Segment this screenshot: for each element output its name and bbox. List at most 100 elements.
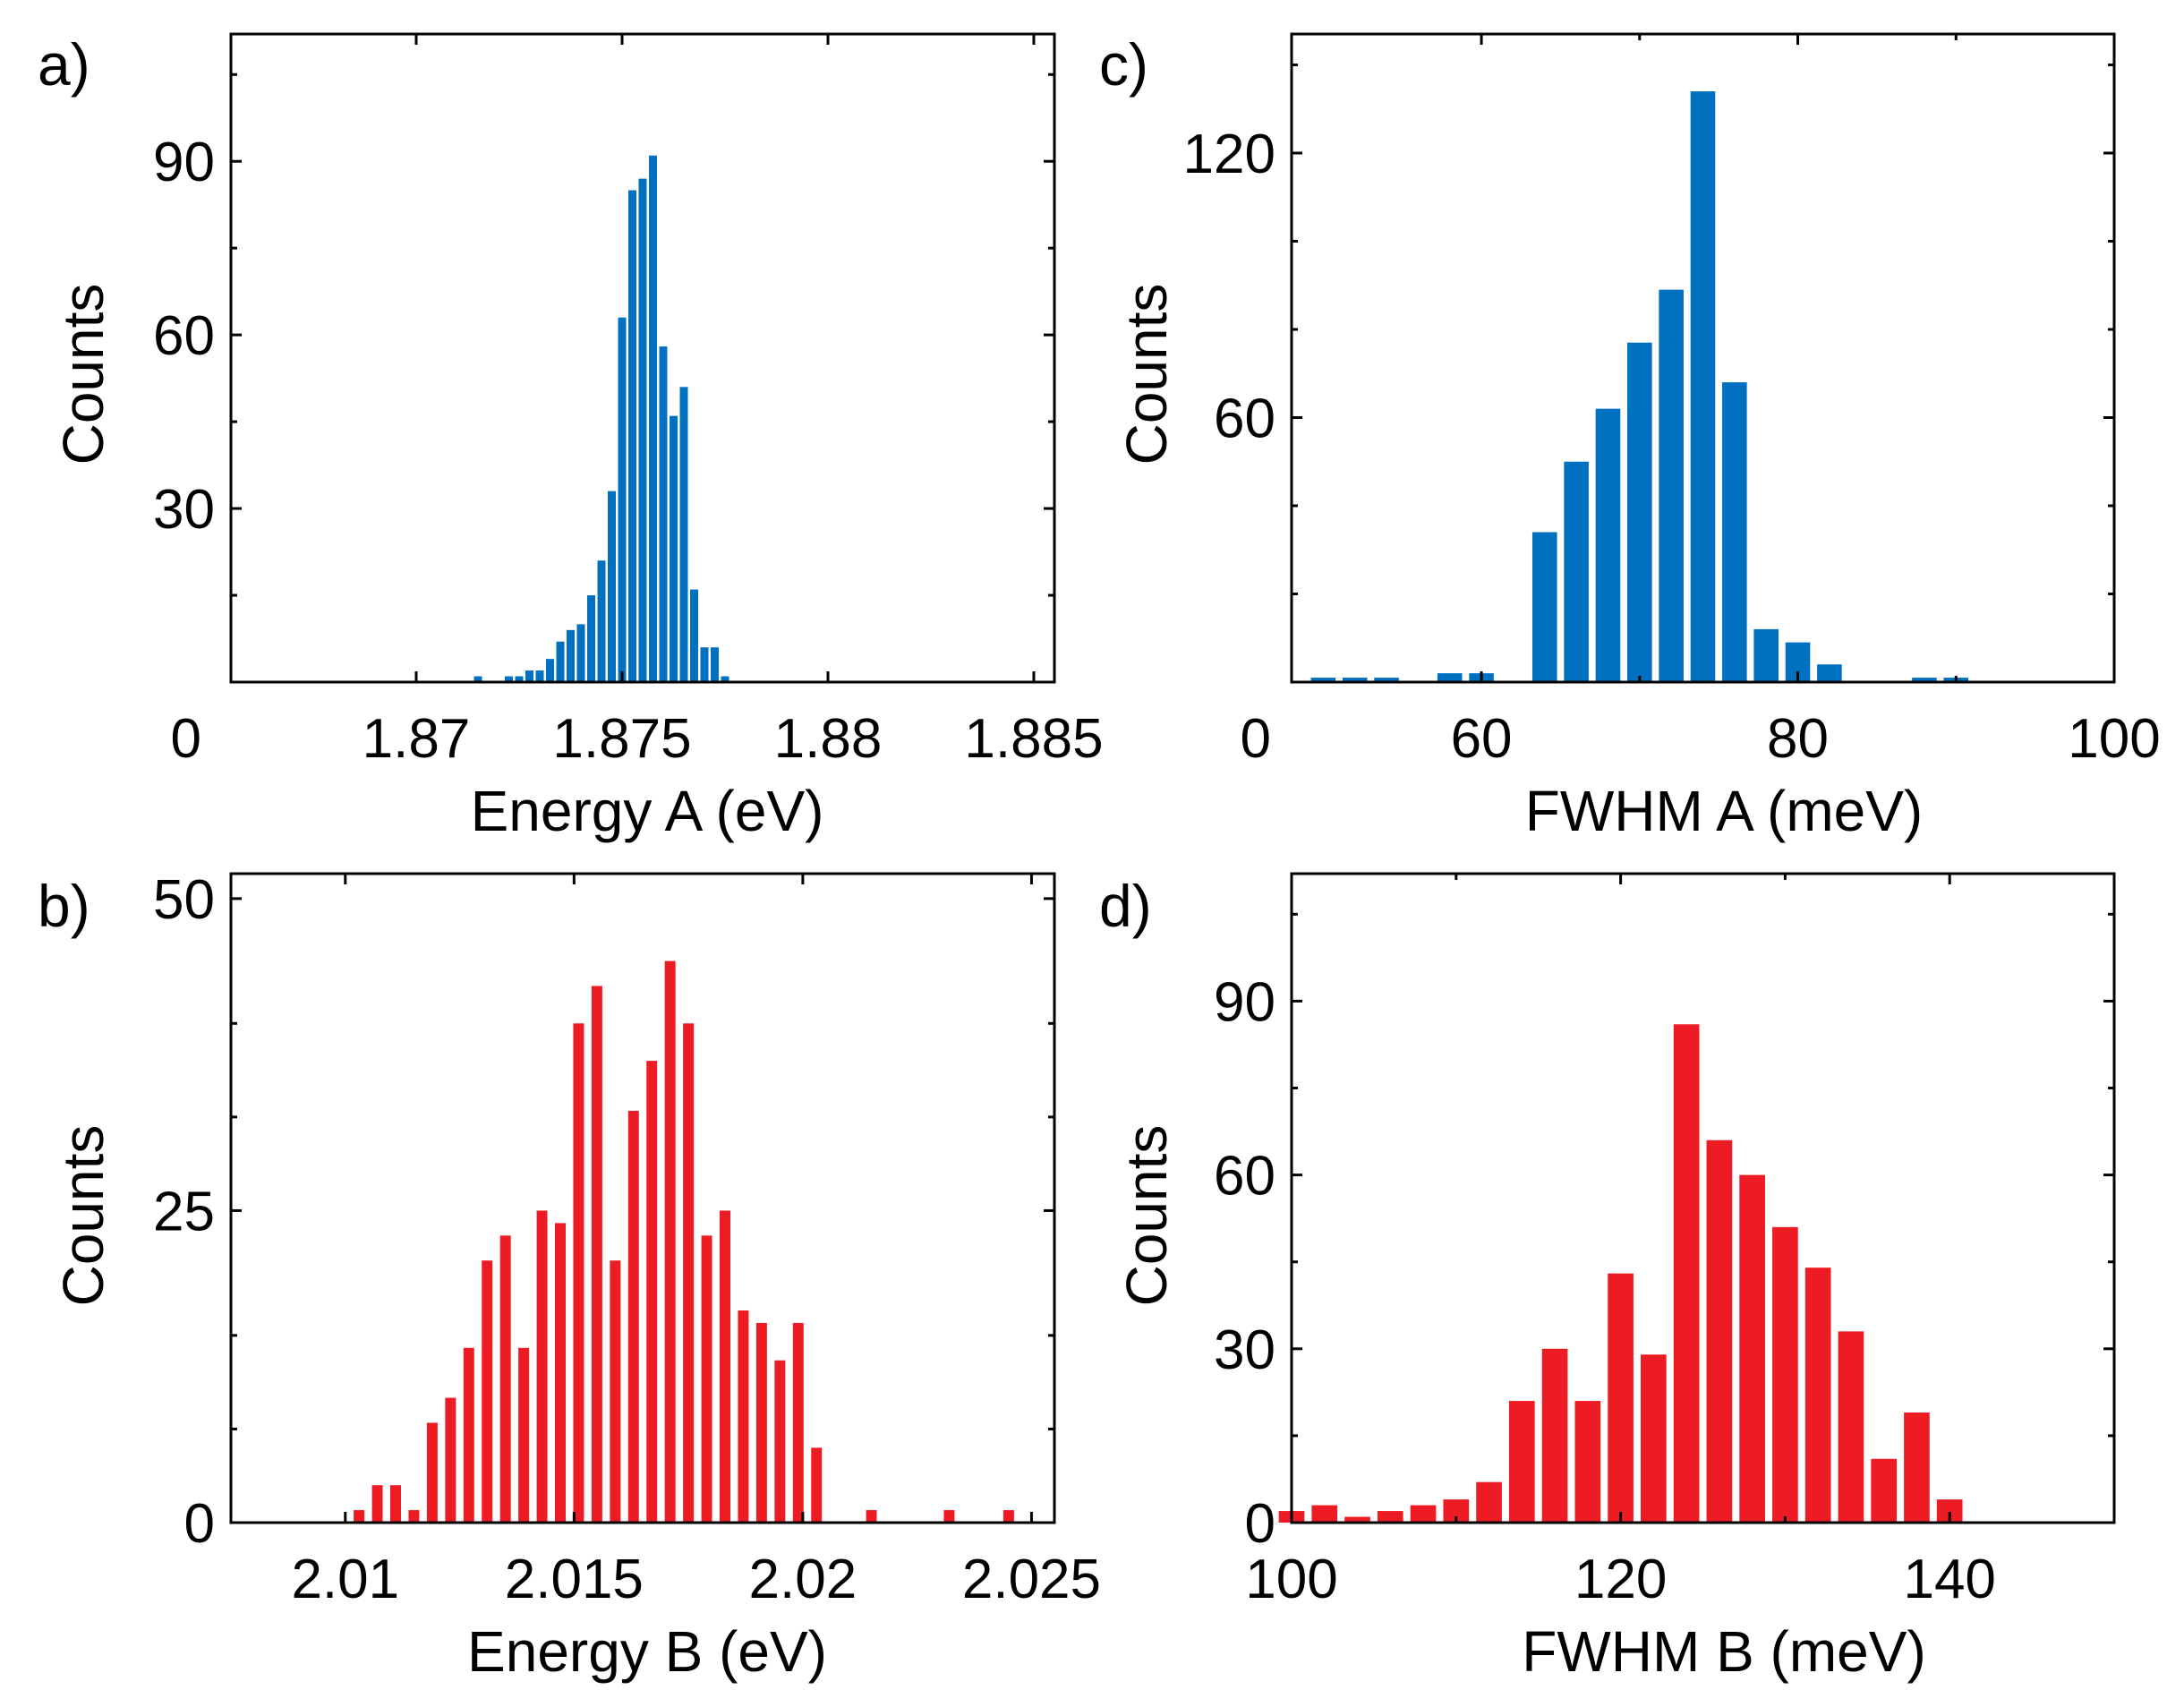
panel-d-y-tick-labels: 0 30 60 90 — [1214, 971, 1275, 1555]
panel-a-bar-13 — [628, 190, 636, 683]
panel-b-bar-6 — [463, 1347, 474, 1523]
panel-d-bar-7 — [1508, 1401, 1535, 1523]
panel-c-x-axis-label: FWHM A (meV) — [1525, 779, 1923, 843]
panel-label-b: b) — [38, 873, 90, 939]
panel-a: a) 0 Energy A (eV) Counts 1.87 1.875 1.88 1… — [38, 31, 1104, 843]
panel-b-bar-11 — [555, 1223, 566, 1523]
panel-a-origin-label: 0 — [171, 708, 201, 770]
panel-b-bar-15 — [627, 1110, 639, 1523]
panel-a-bar-20 — [700, 647, 709, 682]
panel-d: d) FWHM B (meV) Counts 100 120 140 0 30 60 90 — [1099, 872, 2116, 1684]
panel-c-bar-15 — [1912, 678, 1937, 682]
panel-c-bar-8 — [1627, 342, 1652, 682]
panel-d-bar-11 — [1641, 1354, 1667, 1523]
panel-b-bar-4 — [426, 1422, 438, 1523]
panel-a-bar-15 — [649, 155, 657, 682]
panel-d-bar-13 — [1706, 1139, 1733, 1523]
panel-d-y-axis-label: Counts — [1114, 1125, 1179, 1307]
panel-b-bar-27 — [943, 1510, 955, 1523]
panel-a-bar-22 — [721, 676, 729, 682]
panel-b-x-tick-labels: 2.01 2.015 2.02 2.025 — [291, 1549, 1101, 1610]
panel-a-y-tick-label-0: 30 — [153, 479, 215, 541]
panel-a-bars — [473, 155, 729, 683]
panel-b-bar-25 — [811, 1447, 823, 1523]
panel-d-x-tick-label-0: 100 — [1245, 1549, 1337, 1610]
panel-b-bar-19 — [701, 1235, 712, 1523]
panel-b-bar-9 — [518, 1347, 530, 1523]
panel-c-bar-6 — [1564, 461, 1589, 682]
panel-b-bar-7 — [482, 1260, 493, 1523]
panel-d-bar-9 — [1574, 1401, 1601, 1523]
panel-b-bar-12 — [573, 1023, 584, 1523]
panel-b-plot-frame — [229, 872, 1056, 1524]
panel-a-bar-0 — [473, 676, 482, 682]
panel-label-a: a) — [38, 31, 90, 98]
panel-d-x-tick-label-2: 140 — [1903, 1549, 1995, 1610]
panel-a-x-tick-labels: 1.87 1.875 1.88 1.885 — [363, 708, 1104, 770]
panel-a-y-tick-label-2: 90 — [153, 132, 215, 193]
panel-d-bar-14 — [1739, 1174, 1765, 1523]
panel-b-bar-14 — [610, 1260, 621, 1523]
panel-b-bar-2 — [390, 1485, 401, 1523]
panel-a-x-tick-label-1: 1.875 — [552, 708, 691, 770]
panel-a-y-tick-label-1: 60 — [153, 305, 215, 367]
panel-a-bar-11 — [608, 491, 616, 682]
panel-b-x-tick-label-2: 2.02 — [749, 1549, 857, 1610]
panel-a-bar-9 — [587, 595, 595, 682]
panel-d-y-tick-label-2: 60 — [1214, 1146, 1275, 1208]
panel-a-x-axis-label: Energy A (eV) — [471, 779, 824, 843]
panel-b-bar-18 — [683, 1023, 695, 1523]
panel-a-y-axis-label: Counts — [51, 284, 115, 465]
panel-c-y-tick-labels: 60 120 — [1183, 124, 1275, 450]
panel-b-x-axis-label: Energy B (eV) — [467, 1619, 827, 1684]
panel-label-c: c) — [1099, 31, 1148, 98]
panel-a-bar-16 — [659, 346, 668, 682]
panel-a-x-tick-label-3: 1.885 — [964, 708, 1103, 770]
panel-b-x-tick-label-0: 2.01 — [291, 1549, 399, 1610]
panel-c-bar-9 — [1659, 289, 1684, 682]
panel-a-bar-7 — [567, 629, 575, 682]
panel-d-y-tick-label-1: 30 — [1214, 1319, 1275, 1381]
panel-c-bar-10 — [1690, 91, 1716, 682]
panel-d-bar-19 — [1904, 1413, 1930, 1523]
panel-d-plot-frame — [1290, 872, 2116, 1524]
panel-b-bar-28 — [1002, 1510, 1014, 1523]
panel-a-bar-12 — [618, 317, 627, 682]
panel-c-x-tick-label-1: 80 — [1767, 708, 1829, 770]
panel-d-bar-16 — [1804, 1267, 1831, 1523]
panel-d-bar-15 — [1772, 1226, 1798, 1523]
panel-d-x-tick-label-1: 120 — [1574, 1549, 1667, 1610]
panel-a-x-tick-label-2: 1.88 — [774, 708, 883, 770]
panel-b-bar-8 — [499, 1235, 511, 1523]
panel-a-bar-2 — [515, 676, 524, 682]
panel-b-bar-17 — [664, 960, 676, 1523]
panel-d-bar-2 — [1344, 1516, 1370, 1523]
panel-a-bar-5 — [546, 659, 554, 682]
panel-a-bar-8 — [576, 624, 585, 682]
panel-b-y-axis-label: Counts — [51, 1125, 115, 1307]
panel-d-x-axis-label: FWHM B (meV) — [1522, 1619, 1926, 1684]
panel-c-bar-11 — [1722, 382, 1747, 682]
panel-d-y-tick-label-3: 90 — [1214, 971, 1275, 1033]
panel-b-y-tick-labels: 0 25 50 — [153, 869, 215, 1555]
panel-b-bar-23 — [774, 1360, 786, 1523]
panel-b-bar-26 — [866, 1510, 877, 1523]
panel-b-bar-0 — [354, 1510, 365, 1523]
panel-a-bar-18 — [679, 387, 688, 682]
panel-c-bar-7 — [1595, 408, 1621, 682]
panel-b-bar-21 — [738, 1310, 749, 1523]
panel-c-bar-5 — [1531, 532, 1557, 682]
panel-c-bar-14 — [1817, 664, 1842, 682]
panel-d-bar-6 — [1476, 1481, 1502, 1523]
panel-c-x-tick-label-0: 60 — [1451, 708, 1513, 770]
panel-a-bar-3 — [525, 670, 533, 682]
panel-c-y-axis-label: Counts — [1114, 284, 1179, 465]
panel-a-bar-19 — [690, 589, 698, 682]
panel-b-bar-20 — [720, 1210, 730, 1523]
panel-label-d: d) — [1099, 873, 1152, 939]
panel-c-y-tick-label-1: 120 — [1183, 124, 1275, 185]
panel-c-y-tick-label-0: 60 — [1214, 388, 1275, 449]
panel-d-bar-12 — [1673, 1024, 1700, 1523]
panel-a-x-tick-label-0: 1.87 — [363, 708, 471, 770]
